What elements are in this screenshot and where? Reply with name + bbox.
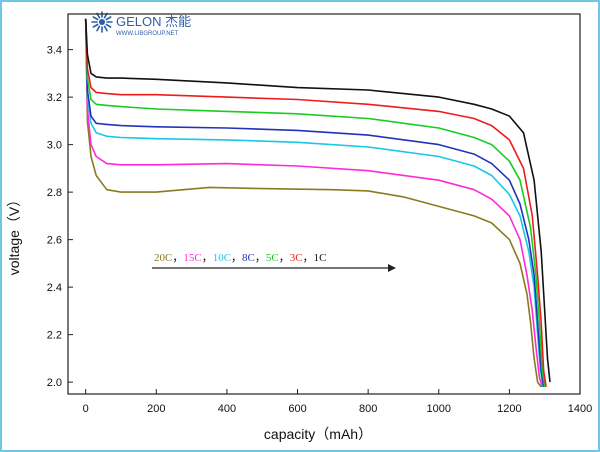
y-axis-title: voltage（V） [6, 193, 22, 275]
brand-name: GELON 杰能 [116, 14, 191, 29]
gelon-logo: GELON 杰能 WWW.LIBGROUP.NET [91, 11, 191, 37]
y-tick-label: 3.0 [47, 140, 62, 152]
legend-item-8c: 8C [242, 252, 255, 264]
x-tick-label: 800 [359, 403, 377, 415]
series-line-1c [84, 18, 551, 383]
series-line-10c [84, 18, 544, 388]
legend-item-5c: 5C [266, 252, 279, 264]
legend-item-15c: 15C [183, 252, 201, 264]
legend: 20C，15C，10C，8C，5C，3C，1C [154, 252, 326, 264]
y-tick-label: 3.4 [47, 45, 62, 57]
x-tick-label: 400 [218, 403, 236, 415]
y-tick-label: 2.2 [47, 330, 62, 342]
x-tick-label: 200 [147, 403, 165, 415]
plot-area [67, 13, 581, 395]
legend-separator: ， [303, 252, 314, 264]
series-line-15c [84, 18, 543, 388]
x-axis-title: capacity（mAh） [264, 426, 372, 442]
axes: 0 200 400 600 800 1000 1200 1400 2.0 2.2 2.4 2.6 2.8… [47, 45, 593, 415]
sunburst-logo-icon [91, 11, 113, 33]
y-tick-label: 2.6 [47, 235, 62, 247]
x-tick-label: 0 [83, 403, 89, 415]
series-line-20c [84, 18, 542, 388]
y-tick-label: 3.2 [47, 92, 62, 104]
x-tick-label: 1000 [427, 403, 451, 415]
y-tick-label: 2.4 [47, 282, 62, 294]
legend-item-20c: 20C [154, 252, 172, 264]
series-line-3c [84, 18, 547, 388]
x-tick-label: 600 [288, 403, 306, 415]
legend-separator: ， [202, 252, 213, 264]
legend-separator: ， [172, 252, 183, 264]
series-line-5c [84, 18, 546, 388]
x-tick-label: 1400 [568, 403, 592, 415]
legend-item-3c: 3C [290, 252, 303, 264]
y-tick-label: 2.8 [47, 187, 62, 199]
legend-separator: ， [231, 252, 242, 264]
series-line-8c [84, 18, 545, 388]
x-tick-label: 1200 [497, 403, 521, 415]
legend-separator: ， [279, 252, 290, 264]
legend-arrow [152, 264, 396, 272]
series-layer [84, 18, 551, 388]
brand-url: WWW.LIBGROUP.NET [116, 31, 179, 37]
legend-item-1c: 1C [314, 252, 327, 264]
legend-separator: ， [255, 252, 266, 264]
legend-item-10c: 10C [213, 252, 231, 264]
y-tick-label: 2.0 [47, 377, 62, 389]
